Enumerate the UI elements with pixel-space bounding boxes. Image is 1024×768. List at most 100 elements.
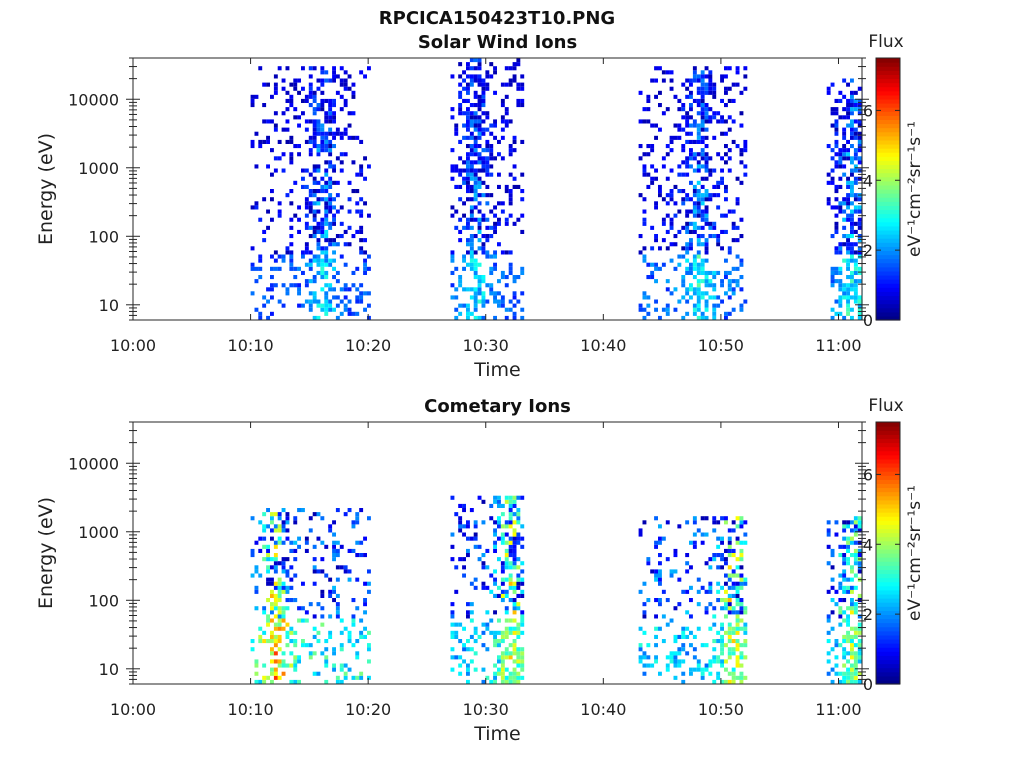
flux-cell [466, 548, 470, 553]
flux-cell [289, 679, 294, 684]
x-tick-label: 10:30 [463, 336, 509, 355]
flux-cell [493, 495, 497, 500]
flux-cell [312, 315, 317, 320]
flux-cell [735, 573, 740, 578]
flux-cell [504, 499, 509, 504]
colorbar-segment [876, 274, 900, 280]
flux-cell [462, 254, 466, 259]
flux-cell [497, 639, 501, 644]
flux-cell [850, 201, 854, 206]
flux-cell [328, 287, 333, 292]
flux-cell [316, 86, 321, 91]
flux-cell [857, 593, 862, 598]
flux-cell [293, 144, 298, 149]
flux-cell [508, 262, 513, 267]
flux-cell [473, 189, 478, 194]
flux-cell [720, 246, 724, 251]
flux-cell [308, 189, 313, 194]
colorbar-tick-label: 6 [863, 465, 873, 484]
flux-cell [258, 634, 263, 639]
flux-cell [720, 626, 724, 631]
flux-cell [520, 610, 525, 615]
flux-cell [508, 536, 513, 541]
colorbar-segment [876, 111, 900, 116]
flux-cell [834, 279, 839, 284]
flux-cell [673, 234, 678, 239]
flux-cell [700, 234, 705, 239]
flux-cell [320, 90, 325, 95]
flux-cell [646, 655, 651, 660]
flux-cell [708, 295, 713, 300]
flux-cell [692, 254, 697, 259]
flux-cell [642, 295, 647, 300]
flux-cell [497, 503, 501, 508]
flux-cell [692, 287, 697, 292]
flux-cell [493, 675, 497, 680]
colorbar-segment [876, 503, 900, 509]
flux-cell [477, 135, 482, 140]
flux-cell [720, 176, 724, 181]
flux-cell [277, 626, 282, 631]
flux-cell [735, 557, 740, 562]
flux-cell [489, 516, 494, 521]
flux-cell [254, 671, 259, 676]
flux-cell [297, 205, 301, 210]
flux-cell [308, 209, 313, 214]
flux-cell [304, 262, 309, 267]
flux-cell [262, 82, 267, 87]
flux-cell [454, 307, 459, 312]
flux-cell [277, 139, 282, 144]
flux-cell [850, 528, 854, 533]
flux-cell [273, 651, 278, 656]
flux-cell [700, 585, 705, 590]
flux-cell [458, 303, 463, 308]
flux-cell [355, 516, 360, 521]
flux-cell [273, 90, 278, 95]
flux-cell [316, 242, 321, 247]
flux-cell [281, 659, 286, 664]
flux-cell [850, 103, 854, 108]
flux-cell [454, 315, 459, 320]
flux-cell [681, 197, 686, 202]
flux-cell [708, 565, 713, 570]
flux-cell [696, 74, 701, 79]
flux-cell [258, 573, 263, 578]
colorbar-segment [876, 544, 900, 550]
flux-cell [273, 581, 278, 586]
flux-cell [351, 643, 356, 648]
flux-cell [712, 647, 717, 652]
flux-cell [254, 585, 259, 590]
flux-cell [677, 262, 682, 267]
flux-cell [481, 303, 486, 308]
flux-cell [316, 270, 321, 275]
flux-cell [826, 671, 831, 676]
flux-cell [489, 225, 494, 230]
flux-cell [842, 201, 847, 206]
flux-cell [466, 184, 470, 189]
flux-cell [857, 103, 862, 108]
flux-cell [853, 270, 858, 275]
flux-cell [853, 655, 858, 660]
flux-cell [520, 663, 525, 668]
flux-cell [473, 172, 478, 177]
flux-cell [504, 189, 509, 194]
flux-cell [850, 315, 854, 320]
colorbar-segment [876, 148, 900, 153]
colorbar-segment [876, 553, 900, 558]
flux-cell [466, 144, 470, 149]
colorbar-segment [876, 217, 900, 223]
flux-cell [359, 671, 364, 676]
flux-cell [842, 225, 847, 230]
flux-cell [712, 115, 717, 120]
flux-cell [846, 246, 850, 251]
flux-cell [316, 246, 321, 251]
flux-cell [347, 74, 352, 79]
flux-cell [339, 299, 344, 304]
flux-cell [266, 577, 270, 582]
flux-cell [658, 536, 662, 541]
flux-cell [508, 643, 513, 648]
flux-cell [739, 618, 744, 623]
flux-cell [489, 266, 494, 271]
flux-cell [704, 209, 709, 214]
flux-cell [359, 291, 364, 296]
